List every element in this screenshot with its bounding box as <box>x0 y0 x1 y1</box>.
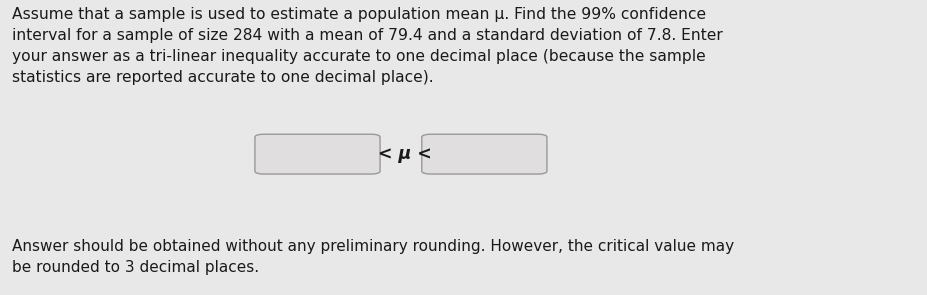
FancyBboxPatch shape <box>255 134 380 174</box>
Text: Assume that a sample is used to estimate a population mean μ. Find the 99% confi: Assume that a sample is used to estimate… <box>12 7 723 85</box>
Text: Answer should be obtained without any preliminary rounding. However, the critica: Answer should be obtained without any pr… <box>12 239 734 275</box>
FancyBboxPatch shape <box>422 134 547 174</box>
Text: < μ <: < μ < <box>378 145 432 163</box>
